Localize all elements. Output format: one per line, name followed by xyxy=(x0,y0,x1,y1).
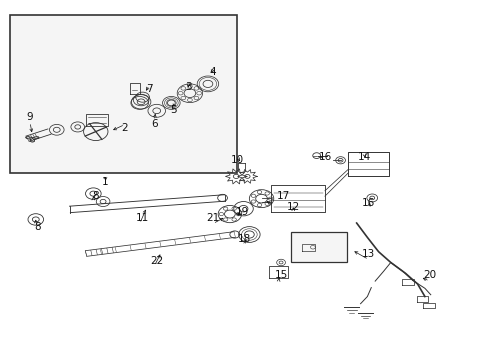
Text: 22: 22 xyxy=(150,256,163,266)
Text: 15: 15 xyxy=(274,270,287,280)
Text: 18: 18 xyxy=(237,234,251,244)
Text: 21: 21 xyxy=(206,213,219,222)
Text: 4: 4 xyxy=(209,67,216,77)
Text: 2: 2 xyxy=(122,123,128,133)
Bar xyxy=(10,15,237,173)
Text: 9: 9 xyxy=(26,112,33,122)
Text: 19: 19 xyxy=(235,207,248,217)
Text: 14: 14 xyxy=(357,152,370,162)
Text: 16: 16 xyxy=(362,198,375,208)
Text: 17: 17 xyxy=(276,191,289,201)
Text: 1: 1 xyxy=(102,177,109,187)
Text: 8: 8 xyxy=(34,222,41,231)
Bar xyxy=(290,232,346,262)
Text: 6: 6 xyxy=(151,120,157,129)
Text: 20: 20 xyxy=(423,270,435,280)
Text: 7: 7 xyxy=(146,84,152,94)
Text: 13: 13 xyxy=(362,248,375,258)
Text: 11: 11 xyxy=(135,213,148,222)
Text: 3: 3 xyxy=(185,82,191,92)
Text: 16: 16 xyxy=(318,152,331,162)
Text: 5: 5 xyxy=(170,105,177,115)
Text: 8: 8 xyxy=(92,191,99,201)
Text: 10: 10 xyxy=(230,155,243,165)
Text: 12: 12 xyxy=(286,202,299,212)
